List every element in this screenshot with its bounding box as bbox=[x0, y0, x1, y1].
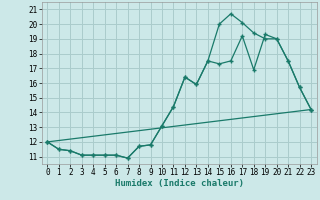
X-axis label: Humidex (Indice chaleur): Humidex (Indice chaleur) bbox=[115, 179, 244, 188]
